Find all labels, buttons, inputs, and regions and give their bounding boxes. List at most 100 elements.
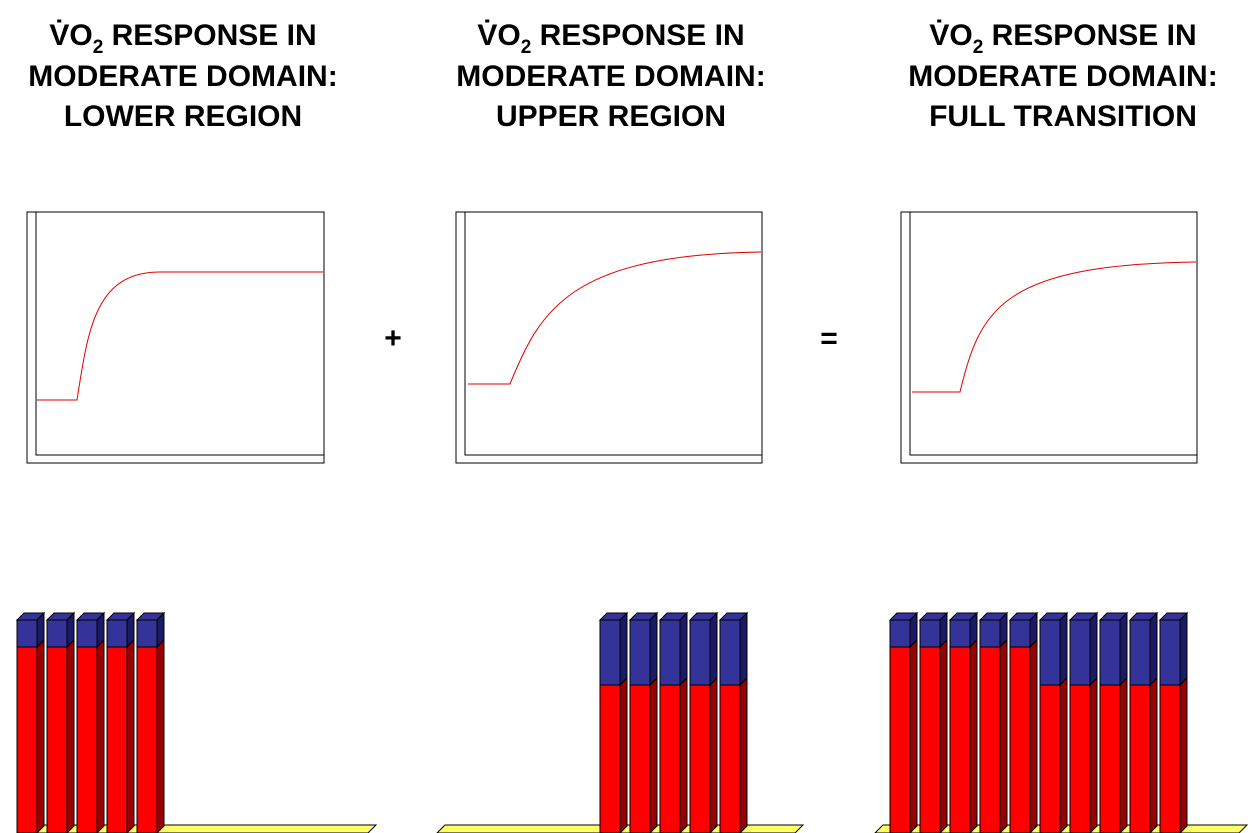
- column: [15, 611, 46, 833]
- equals-sign: =: [820, 322, 838, 355]
- column-blue: [659, 619, 681, 686]
- plot-lower: [26, 211, 325, 464]
- column-blue: [106, 619, 128, 648]
- column: [135, 611, 166, 833]
- column-red: [1009, 646, 1031, 833]
- column-blue: [136, 619, 158, 648]
- column: [1068, 611, 1099, 833]
- title-line-1: V̇O2 RESPONSE IN: [929, 19, 1196, 58]
- column-red: [1039, 684, 1061, 833]
- column-side-red: [969, 638, 978, 833]
- column-side-blue: [619, 611, 628, 687]
- column-red: [629, 684, 651, 833]
- column-side-red: [1029, 638, 1038, 833]
- plus-sign: +: [384, 322, 402, 355]
- column: [628, 611, 659, 833]
- plot-full: [900, 211, 1198, 464]
- column-side-red: [709, 676, 718, 833]
- vo2-symbol: V̇O: [49, 19, 92, 52]
- column-blue: [46, 619, 68, 648]
- column-side-blue: [1119, 611, 1128, 687]
- title-line-1: V̇O2 RESPONSE IN: [477, 19, 744, 58]
- subscript: 2: [973, 37, 984, 58]
- column-red: [689, 684, 711, 833]
- column-side-blue: [1149, 611, 1158, 687]
- column-blue: [949, 619, 971, 648]
- column: [658, 611, 689, 833]
- column-side-red: [649, 676, 658, 833]
- column-red: [106, 646, 128, 833]
- column-blue: [919, 619, 941, 648]
- column-blue: [979, 619, 1001, 648]
- title-text: RESPONSE IN: [531, 19, 744, 52]
- column-side-blue: [649, 611, 658, 687]
- column-red: [1069, 684, 1091, 833]
- title-line-2: MODERATE DOMAIN:: [456, 60, 765, 93]
- vo2-symbol: V̇O: [929, 19, 972, 52]
- column: [978, 611, 1009, 833]
- column: [918, 611, 949, 833]
- column-side-red: [679, 676, 688, 833]
- column-red: [719, 684, 741, 833]
- column-side-red: [36, 638, 45, 833]
- column-side-red: [999, 638, 1008, 833]
- column-blue: [689, 619, 711, 686]
- column-side-blue: [679, 611, 688, 687]
- column: [688, 611, 719, 833]
- title-text: RESPONSE IN: [983, 19, 1196, 52]
- column: [718, 611, 749, 833]
- fibre-columns: [15, 611, 1249, 833]
- column-side-blue: [1089, 611, 1098, 687]
- column-side-blue: [1059, 611, 1068, 687]
- column: [1038, 611, 1069, 833]
- column-side-red: [66, 638, 75, 833]
- column-blue: [1129, 619, 1151, 686]
- column-blue: [1069, 619, 1091, 686]
- column-red: [76, 646, 98, 833]
- title-line-2: MODERATE DOMAIN:: [908, 60, 1217, 93]
- title-text: RESPONSE IN: [103, 19, 316, 52]
- column-blue: [719, 619, 741, 686]
- column-side-red: [1059, 676, 1068, 833]
- column-red: [889, 646, 911, 833]
- column-side-red: [1149, 676, 1158, 833]
- column-blue: [1039, 619, 1061, 686]
- column-red: [1099, 684, 1121, 833]
- column-red: [949, 646, 971, 833]
- column: [105, 611, 136, 833]
- column-side-red: [619, 676, 628, 833]
- subscript: 2: [93, 37, 104, 58]
- column-blue: [1159, 619, 1181, 686]
- column-red: [659, 684, 681, 833]
- column-side-blue: [1179, 611, 1188, 687]
- title-line-3: FULL TRANSITION: [929, 100, 1197, 133]
- column-blue: [889, 619, 911, 648]
- column-red: [979, 646, 1001, 833]
- column: [1098, 611, 1129, 833]
- column-side-red: [96, 638, 105, 833]
- column-red: [16, 646, 38, 833]
- column-side-red: [939, 638, 948, 833]
- vo2-symbol: V̇O: [477, 19, 520, 52]
- column-blue: [599, 619, 621, 686]
- column: [1008, 611, 1039, 833]
- column-side-red: [1119, 676, 1128, 833]
- column: [1128, 611, 1159, 833]
- column-side-red: [909, 638, 918, 833]
- title-line-2: MODERATE DOMAIN:: [28, 60, 337, 93]
- column-red: [599, 684, 621, 833]
- plot-upper: [455, 211, 763, 464]
- column-side-blue: [739, 611, 748, 687]
- column-side-blue: [709, 611, 718, 687]
- column-blue: [16, 619, 38, 648]
- column: [75, 611, 106, 833]
- column-red: [919, 646, 941, 833]
- column-side-red: [739, 676, 748, 833]
- title-line-3: LOWER REGION: [64, 100, 302, 133]
- title-line-1: V̇O2 RESPONSE IN: [49, 19, 316, 58]
- column: [1158, 611, 1189, 833]
- column-side-red: [1179, 676, 1188, 833]
- title-line-3: UPPER REGION: [496, 100, 726, 133]
- column: [598, 611, 629, 833]
